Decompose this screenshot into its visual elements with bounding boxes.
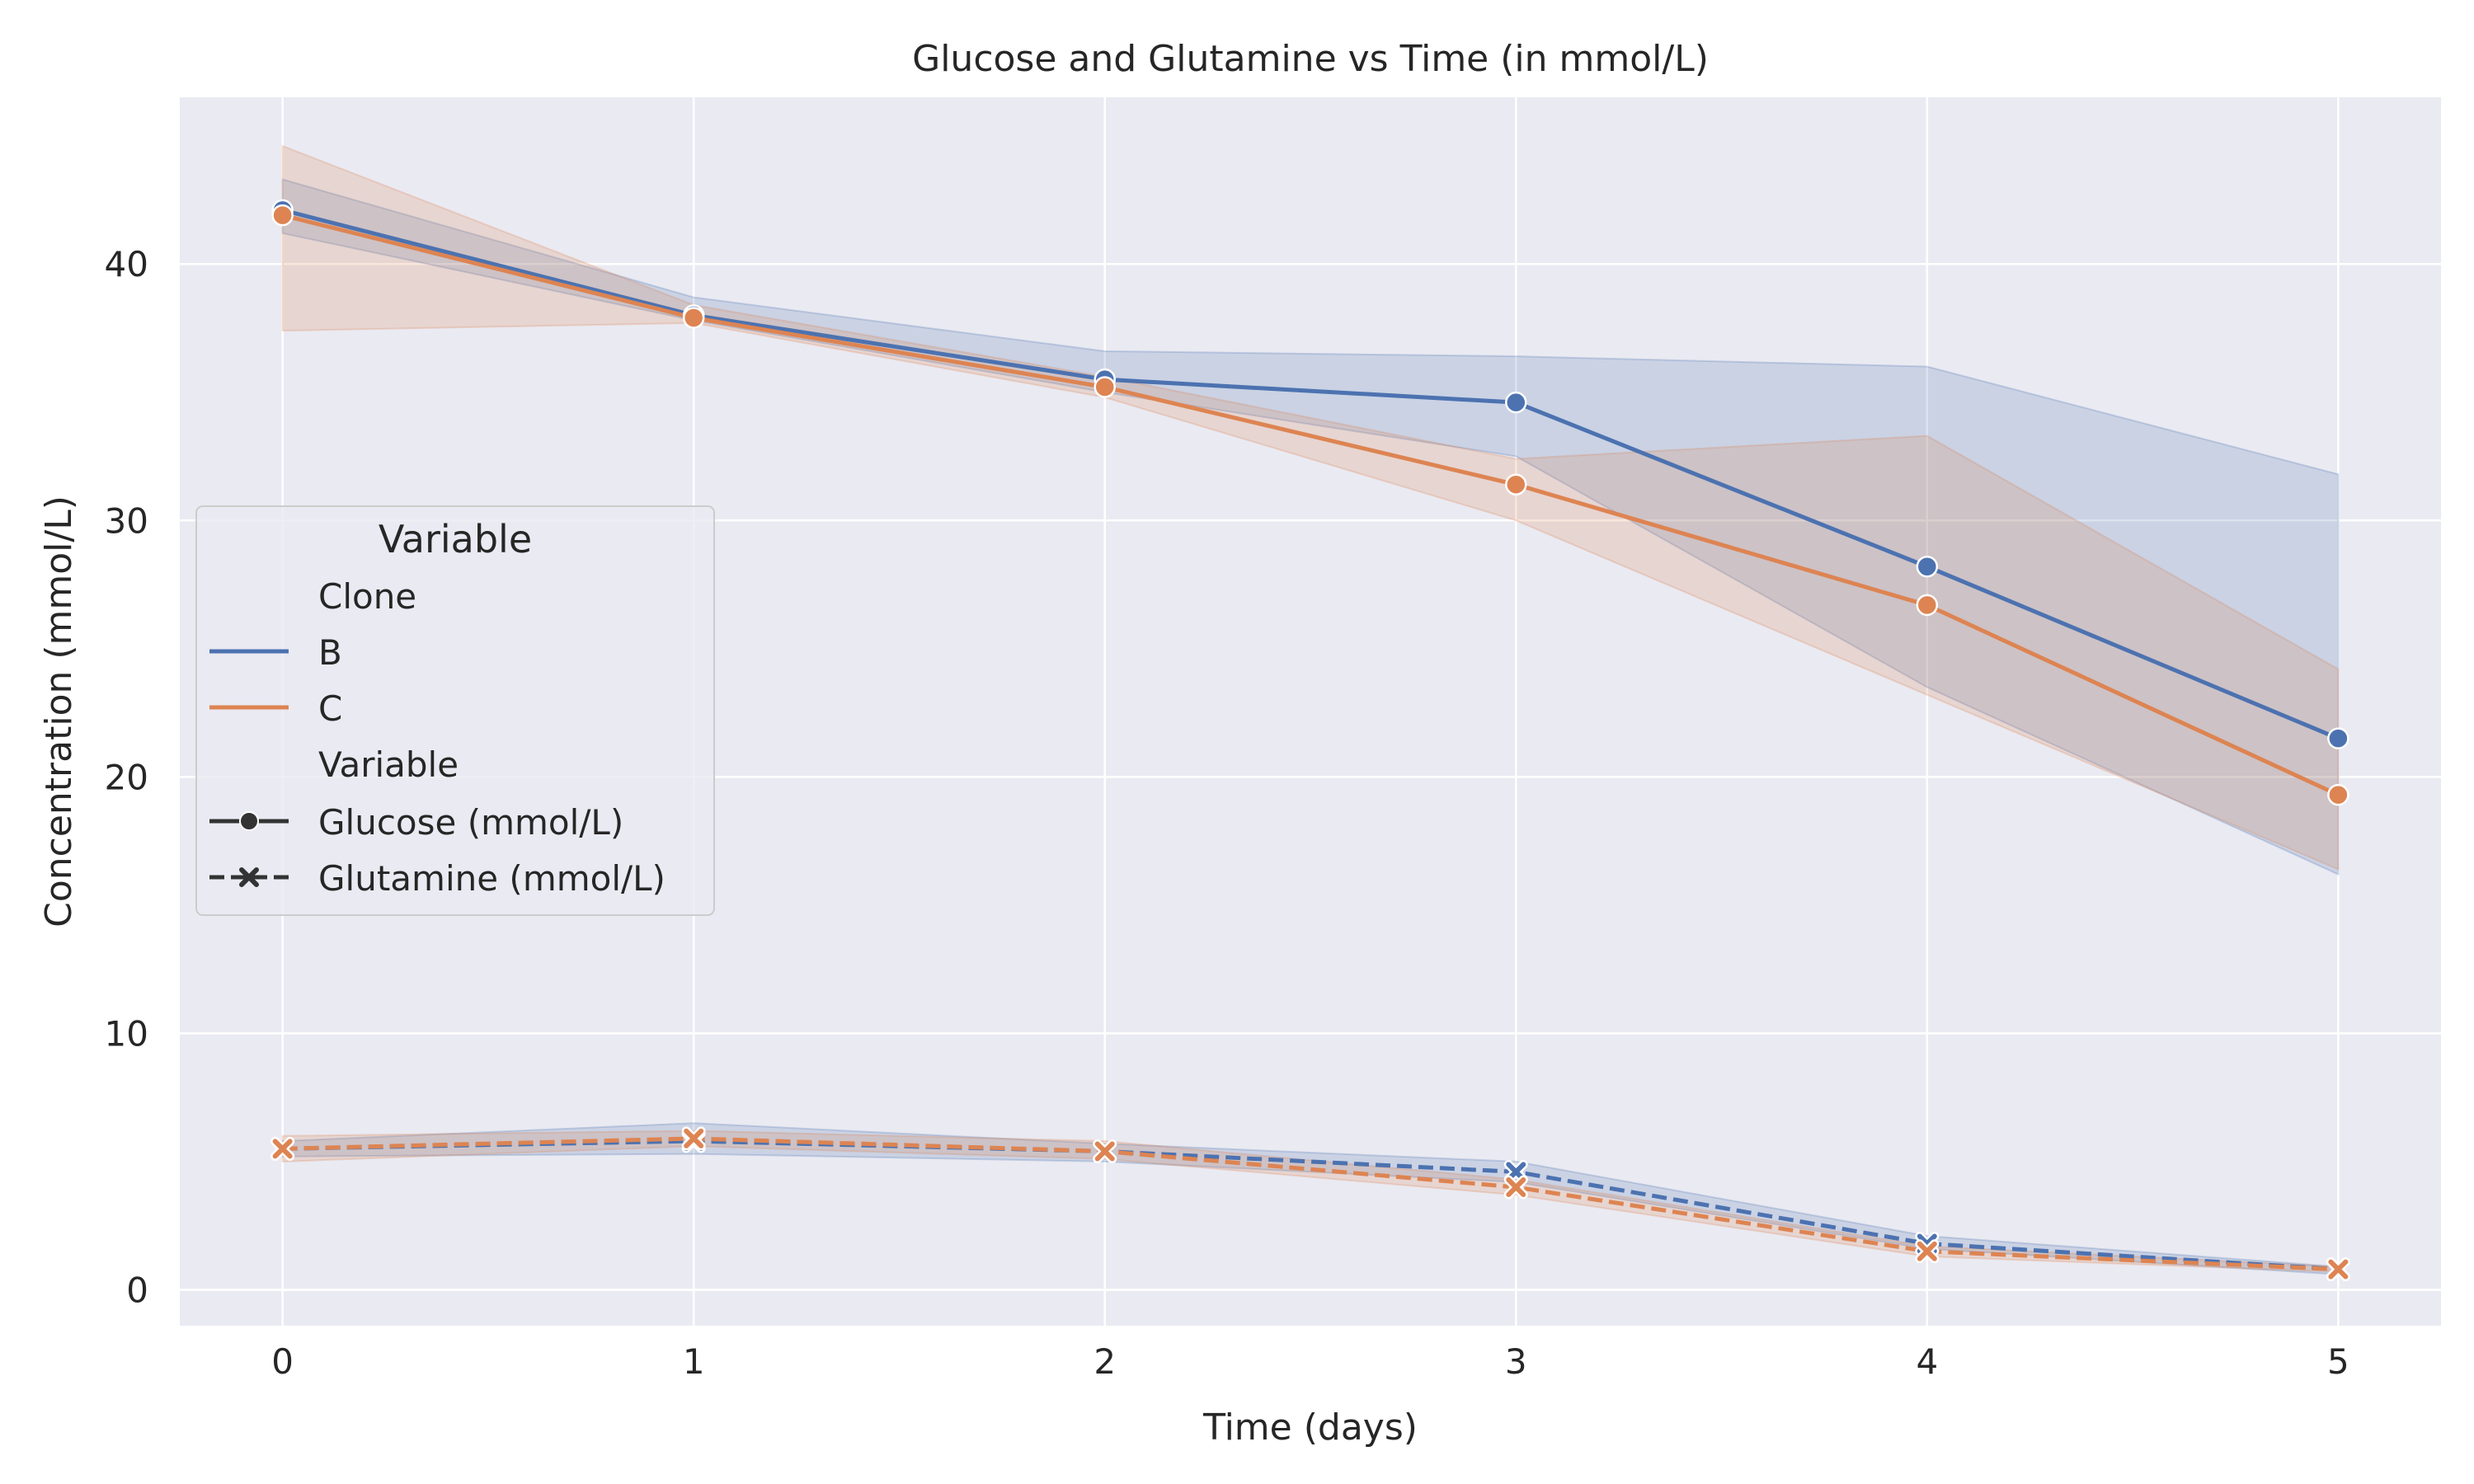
- series-line-b-glucose: [282, 208, 2340, 740]
- series-markers: [270, 199, 2350, 1282]
- tick-labels: 0 1 2 3 4 5 0 10 20 30 40: [105, 244, 2349, 1382]
- data-point-b-glucose: [1916, 555, 1939, 578]
- legend-label-c: C: [318, 688, 342, 729]
- marker-cross: [1917, 1241, 1937, 1261]
- x-tick-label: 3: [1505, 1341, 1527, 1382]
- legend-title: Variable: [379, 517, 532, 561]
- y-tick-label: 20: [105, 757, 148, 797]
- x-tick-label: 4: [1916, 1341, 1938, 1382]
- data-point-c-glucose: [682, 307, 705, 329]
- data-point-c-glutamine: [1915, 1239, 1940, 1264]
- x-tick-label: 1: [683, 1341, 705, 1382]
- legend-label-b: B: [318, 632, 342, 673]
- marker-cross: [2328, 1259, 2349, 1280]
- y-tick-label: 30: [105, 500, 148, 541]
- data-point-c-glutamine: [681, 1126, 706, 1151]
- chart-title: Glucose and Glutamine vs Time (in mmol/L…: [912, 38, 1709, 80]
- series-line-c-glutamine: [282, 1136, 2339, 1272]
- data-point-b-glucose: [2327, 727, 2349, 749]
- data-point-c-glutamine: [1503, 1175, 1528, 1200]
- legend-hue-header: Clone: [318, 576, 416, 617]
- marker-cross: [272, 1139, 293, 1159]
- marker-cross: [684, 1128, 704, 1148]
- legend-label-glucose: Glucose (mmol/L): [318, 802, 623, 843]
- series-line-c-glucose: [282, 213, 2340, 797]
- legend-marker-glucose: [239, 811, 259, 831]
- data-point-c-glutamine: [1093, 1139, 1117, 1163]
- y-tick-label: 0: [126, 1270, 148, 1310]
- data-point-c-glutamine: [270, 1136, 295, 1161]
- marker-cross: [1094, 1141, 1115, 1162]
- legend-marker-glutamine: [239, 867, 259, 887]
- x-tick-label: 5: [2327, 1341, 2349, 1382]
- data-point-c-glucose: [271, 204, 294, 227]
- data-point-c-glucose: [1916, 594, 1939, 617]
- marker-cross: [1506, 1177, 1526, 1198]
- grid: [180, 97, 2441, 1326]
- y-axis-label: Concentration (mmol/L): [38, 495, 80, 928]
- series-lines: [282, 208, 2340, 1272]
- legend-label-glutamine: Glutamine (mmol/L): [318, 858, 666, 899]
- data-point-b-glucose: [1505, 391, 1527, 414]
- data-point-c-glucose: [1505, 473, 1527, 495]
- legend: Variable Clone B C Variable Glucose (mmo…: [195, 505, 715, 916]
- legend-box: [195, 505, 715, 916]
- x-tick-label: 0: [271, 1341, 294, 1382]
- data-point-c-glucose: [2327, 783, 2349, 806]
- x-axis-label: Time (days): [1202, 1407, 1418, 1449]
- legend-style-header: Variable: [318, 744, 459, 785]
- series-line-b-glutamine: [282, 1139, 2339, 1272]
- data-point-c-glucose: [1094, 376, 1116, 398]
- y-tick-label: 10: [105, 1013, 148, 1054]
- x-tick-label: 2: [1094, 1341, 1116, 1382]
- y-tick-label: 40: [105, 244, 148, 284]
- data-point-c-glutamine: [2326, 1257, 2350, 1282]
